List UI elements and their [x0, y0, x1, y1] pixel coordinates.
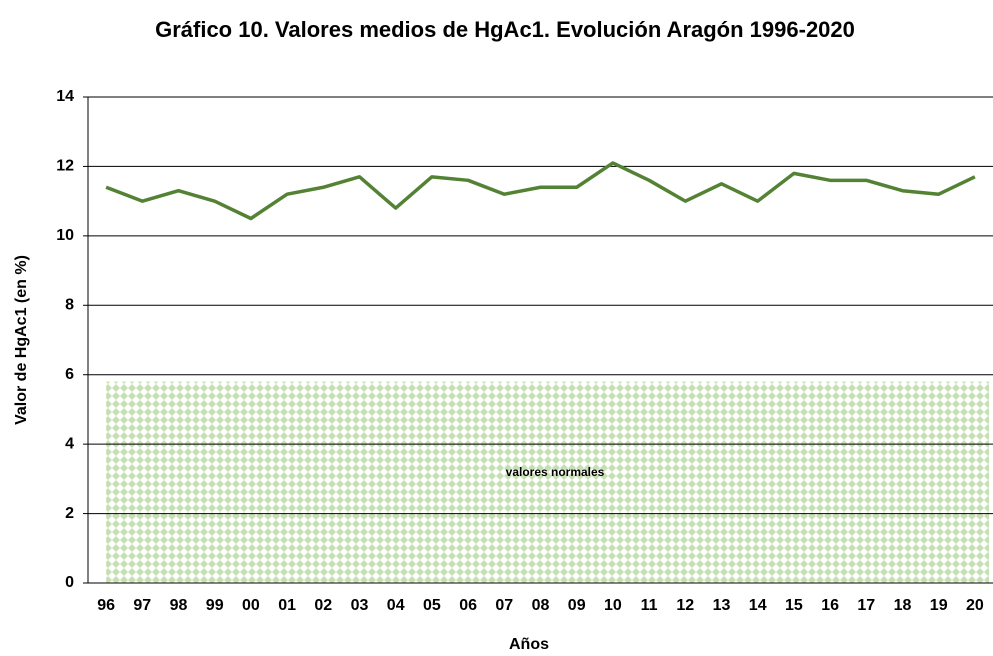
band-label: valores normales	[506, 465, 605, 479]
x-tick-label: 99	[206, 597, 224, 614]
x-tick-label: 00	[242, 597, 260, 614]
x-tick-label: 05	[423, 597, 441, 614]
y-axis-label: Valor de HgAc1 (en %)	[13, 255, 30, 425]
x-tick-label: 02	[314, 597, 332, 614]
chart-title: Gráfico 10. Valores medios de HgAc1. Evo…	[155, 17, 855, 42]
y-tick-label: 14	[56, 88, 74, 105]
x-tick-label: 03	[351, 597, 369, 614]
x-tick-label: 19	[930, 597, 948, 614]
x-tick-label: 01	[278, 597, 296, 614]
x-tick-label: 07	[495, 597, 513, 614]
normal-band	[106, 381, 990, 583]
y-tick-label: 2	[65, 505, 74, 522]
y-tick-label: 8	[65, 297, 74, 314]
x-tick-label: 97	[133, 597, 151, 614]
x-tick-label: 13	[713, 597, 731, 614]
y-tick-label: 10	[56, 227, 74, 244]
x-tick-label: 12	[676, 597, 694, 614]
x-tick-label: 20	[966, 597, 984, 614]
x-tick-label: 18	[894, 597, 912, 614]
x-tick-label: 98	[170, 597, 188, 614]
x-tick-label: 17	[857, 597, 875, 614]
x-tick-label: 11	[641, 597, 658, 614]
x-tick-label: 04	[387, 597, 405, 614]
x-tick-label: 96	[97, 597, 115, 614]
x-axis-label: Años	[509, 636, 549, 653]
x-tick-label: 16	[821, 597, 839, 614]
x-tick-label: 09	[568, 597, 586, 614]
x-tick-label: 10	[604, 597, 622, 614]
y-tick-label: 4	[65, 435, 74, 452]
y-tick-label: 6	[65, 366, 74, 383]
y-tick-label: 12	[56, 158, 74, 175]
x-tick-label: 14	[749, 597, 767, 614]
x-tick-label: 08	[532, 597, 550, 614]
x-tick-label: 06	[459, 597, 477, 614]
data-line	[105, 161, 976, 221]
y-tick-label: 0	[65, 574, 74, 591]
x-tick-label: 15	[785, 597, 803, 614]
